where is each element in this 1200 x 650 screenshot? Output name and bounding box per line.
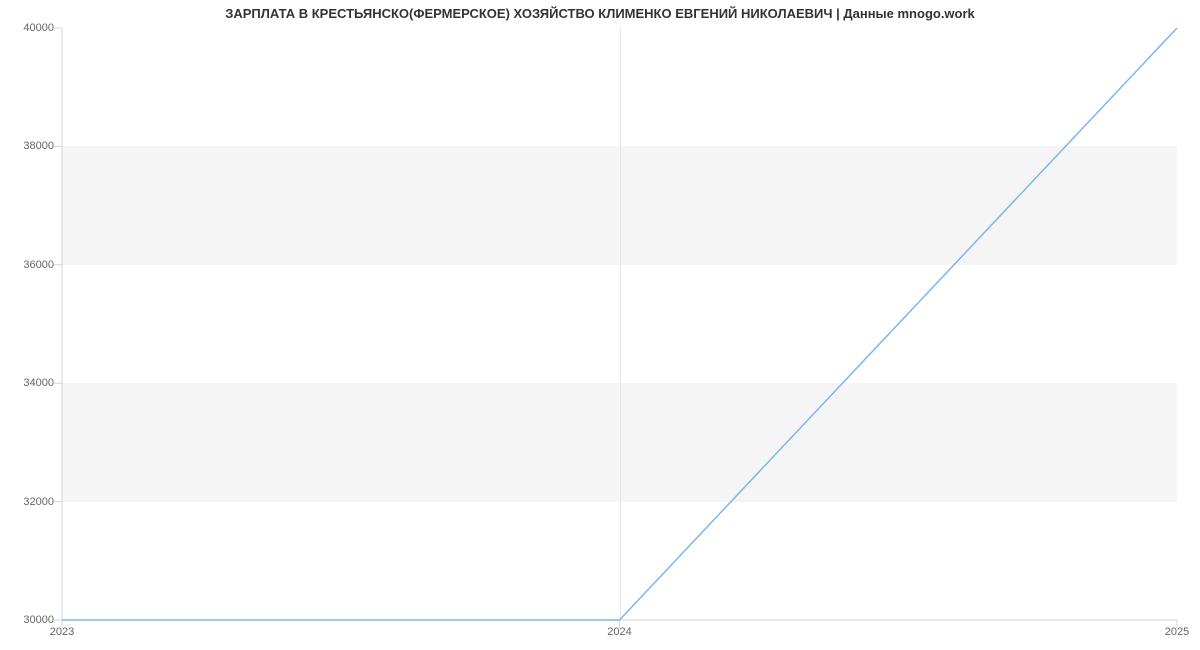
series-layer [62,28,1177,620]
x-tick-label: 2025 [1165,626,1189,638]
salary-chart: ЗАРПЛАТА В КРЕСТЬЯНСКО(ФЕРМЕРСКОЕ) ХОЗЯЙ… [0,0,1200,650]
y-tick-label: 30000 [23,614,54,626]
x-tick-label: 2024 [607,626,631,638]
y-tick-label: 36000 [23,259,54,271]
y-tick-label: 32000 [23,496,54,508]
y-tick-label: 40000 [23,22,54,34]
chart-title: ЗАРПЛАТА В КРЕСТЬЯНСКО(ФЕРМЕРСКОЕ) ХОЗЯЙ… [0,6,1200,21]
x-tick-label: 2023 [50,626,74,638]
y-tick-label: 38000 [23,140,54,152]
series-line-salary [62,28,1177,620]
y-tick-label: 34000 [23,377,54,389]
plot-area: 3000032000340003600038000400002023202420… [62,28,1177,620]
